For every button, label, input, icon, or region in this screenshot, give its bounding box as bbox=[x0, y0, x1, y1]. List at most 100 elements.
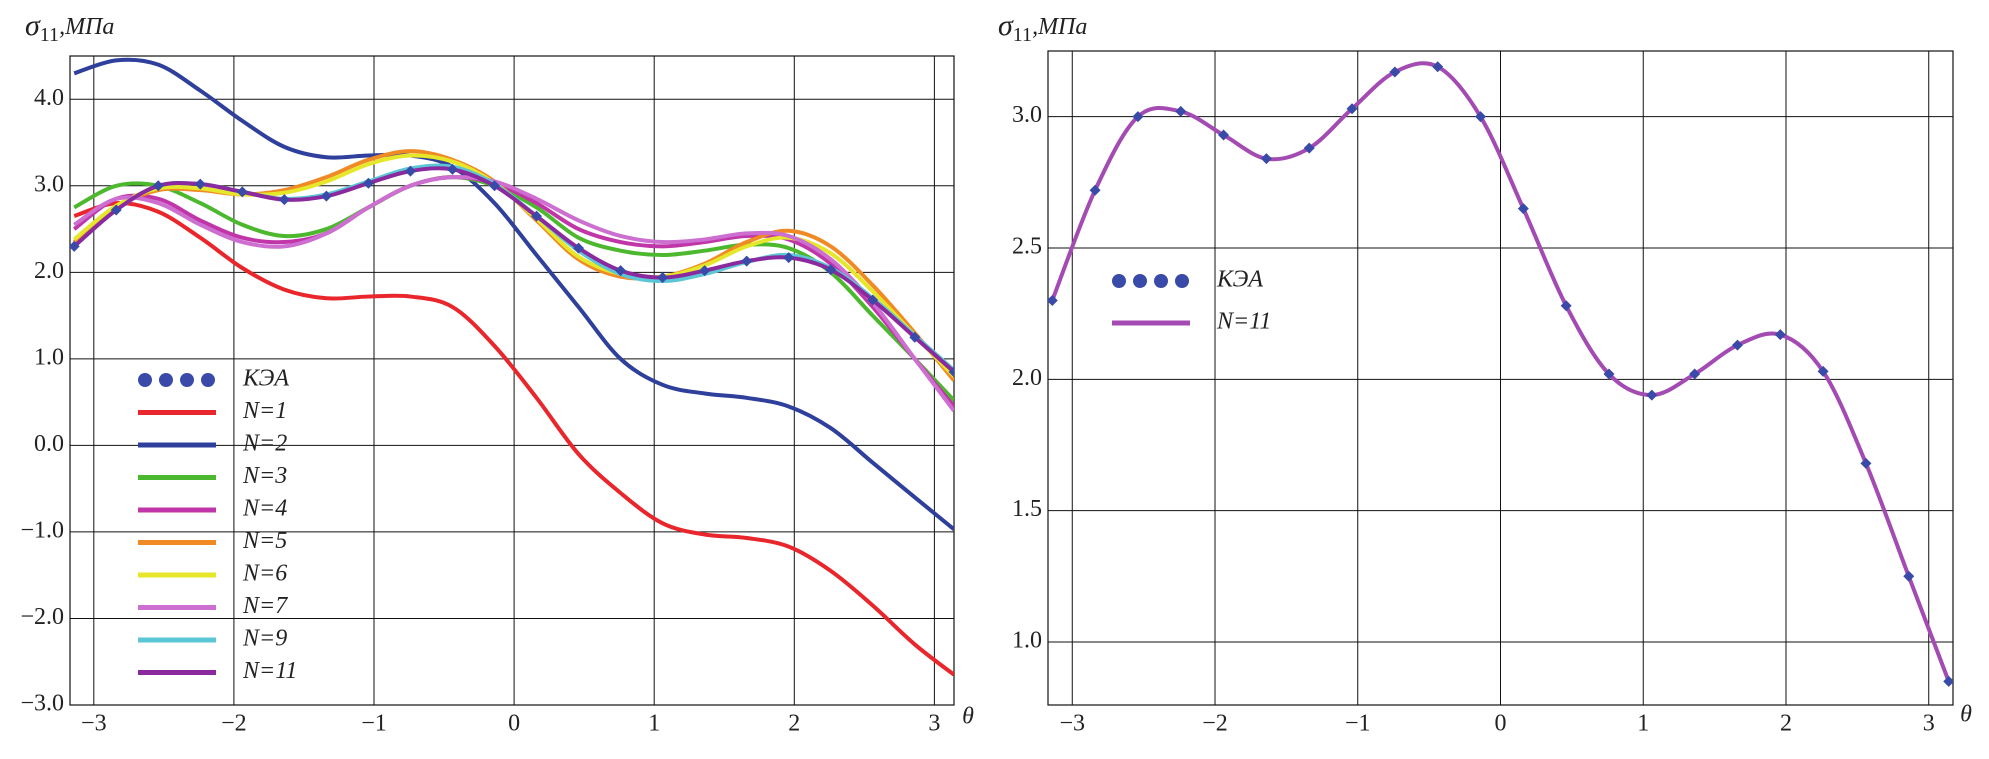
data-point bbox=[867, 294, 879, 306]
data-line bbox=[73, 57, 954, 531]
data-point bbox=[1218, 129, 1230, 141]
data-point bbox=[948, 366, 954, 378]
data-point bbox=[1817, 365, 1829, 377]
y-axis-label: σ11,МПа bbox=[998, 9, 1087, 46]
x-tick-label: 0 bbox=[1495, 711, 1507, 737]
x-tick-label: −2 bbox=[1202, 711, 1228, 737]
y-label-subscript: 11 bbox=[40, 24, 59, 46]
legend-label: N=7 bbox=[242, 593, 288, 619]
data-point bbox=[1689, 368, 1701, 380]
data-point bbox=[1260, 153, 1272, 165]
data-point bbox=[1048, 295, 1058, 307]
legend-swatch bbox=[1112, 274, 1126, 288]
data-point bbox=[783, 252, 795, 264]
data-point bbox=[446, 163, 458, 175]
data-point bbox=[194, 178, 206, 190]
x-tick-label: −3 bbox=[1059, 711, 1085, 737]
x-tick-label: 2 bbox=[788, 711, 800, 737]
y-tick-label: −3.0 bbox=[20, 691, 64, 717]
legend-swatch bbox=[201, 373, 215, 387]
data-line bbox=[73, 174, 954, 412]
data-point bbox=[1346, 103, 1358, 115]
x-axis-label: θ bbox=[1960, 702, 1972, 728]
data-point bbox=[236, 186, 248, 198]
legend-label: КЭА bbox=[1216, 267, 1263, 293]
x-tick-label: −2 bbox=[221, 711, 247, 737]
x-tick-label: −1 bbox=[1345, 711, 1371, 737]
data-point bbox=[1389, 66, 1401, 78]
data-point bbox=[362, 177, 374, 189]
data-point bbox=[615, 265, 627, 277]
data-point bbox=[741, 255, 753, 267]
data-point bbox=[1860, 457, 1872, 469]
legend-swatch bbox=[1133, 274, 1147, 288]
y-axis-label: σ11,МПа bbox=[25, 9, 114, 46]
legend-label: N=1 bbox=[242, 398, 287, 424]
legend-label: КЭА bbox=[242, 366, 289, 392]
data-point bbox=[1132, 111, 1144, 123]
legend-label: N=3 bbox=[242, 463, 287, 489]
data-point bbox=[699, 265, 711, 277]
data-point bbox=[1731, 339, 1743, 351]
y-label-unit: ,МПа bbox=[59, 14, 114, 40]
data-point bbox=[1560, 300, 1572, 312]
data-point bbox=[531, 210, 543, 222]
data-point bbox=[573, 242, 585, 254]
y-tick-label: 0.0 bbox=[34, 431, 64, 457]
data-point bbox=[1603, 368, 1615, 380]
x-tick-label: 1 bbox=[1637, 711, 1649, 737]
data-point bbox=[1175, 105, 1187, 117]
data-point bbox=[1517, 203, 1529, 215]
data-line bbox=[73, 201, 954, 677]
y-tick-label: 1.0 bbox=[1012, 627, 1042, 653]
x-axis-label: θ bbox=[962, 704, 974, 730]
legend-label: N=11 bbox=[242, 658, 297, 684]
data-point bbox=[1903, 570, 1915, 582]
y-tick-label: −1.0 bbox=[20, 517, 64, 543]
legend-label: N=6 bbox=[242, 561, 287, 587]
data-point bbox=[278, 194, 290, 206]
y-label-unit: ,МПа bbox=[1032, 14, 1087, 40]
data-point bbox=[320, 190, 332, 202]
data-point bbox=[1432, 61, 1444, 73]
data-point bbox=[657, 272, 669, 284]
data-point bbox=[1089, 184, 1101, 196]
data-point bbox=[1475, 111, 1487, 123]
legend-swatch bbox=[138, 373, 152, 387]
y-tick-label: 2.5 bbox=[1012, 233, 1042, 259]
data-line bbox=[72, 166, 954, 374]
data-point bbox=[110, 204, 122, 216]
data-point bbox=[1943, 675, 1953, 687]
data-point bbox=[488, 180, 500, 192]
y-tick-label: 2.0 bbox=[34, 258, 64, 284]
x-tick-label: 3 bbox=[928, 711, 940, 737]
legend-label: N=4 bbox=[242, 496, 287, 522]
y-tick-label: 1.5 bbox=[1012, 496, 1042, 522]
y-tick-label: 3.0 bbox=[1012, 102, 1042, 128]
data-point bbox=[1774, 329, 1786, 341]
y-label-symbol: σ bbox=[25, 9, 41, 42]
x-tick-label: 1 bbox=[648, 711, 660, 737]
legend-swatch bbox=[1154, 274, 1168, 288]
x-tick-label: −3 bbox=[81, 711, 107, 737]
legend-label: N=5 bbox=[242, 528, 287, 554]
x-tick-label: 2 bbox=[1780, 711, 1792, 737]
x-tick-label: 3 bbox=[1923, 711, 1935, 737]
y-label-subscript: 11 bbox=[1013, 24, 1032, 46]
data-point bbox=[825, 264, 837, 276]
plot-frame bbox=[1047, 50, 1954, 706]
legend-label: N=2 bbox=[242, 431, 287, 457]
legend-swatch bbox=[1175, 274, 1189, 288]
legend-label: N=11 bbox=[1216, 309, 1271, 335]
y-tick-label: 3.0 bbox=[34, 171, 64, 197]
legend-swatch bbox=[180, 373, 194, 387]
legend-swatch bbox=[159, 373, 173, 387]
y-label-symbol: σ bbox=[998, 9, 1014, 42]
data-point bbox=[70, 240, 80, 252]
legend-label: N=9 bbox=[242, 626, 287, 652]
y-tick-label: 2.0 bbox=[1012, 365, 1042, 391]
x-tick-label: 0 bbox=[508, 711, 520, 737]
data-point bbox=[1646, 389, 1658, 401]
data-point bbox=[152, 180, 164, 192]
x-tick-label: −1 bbox=[361, 711, 387, 737]
